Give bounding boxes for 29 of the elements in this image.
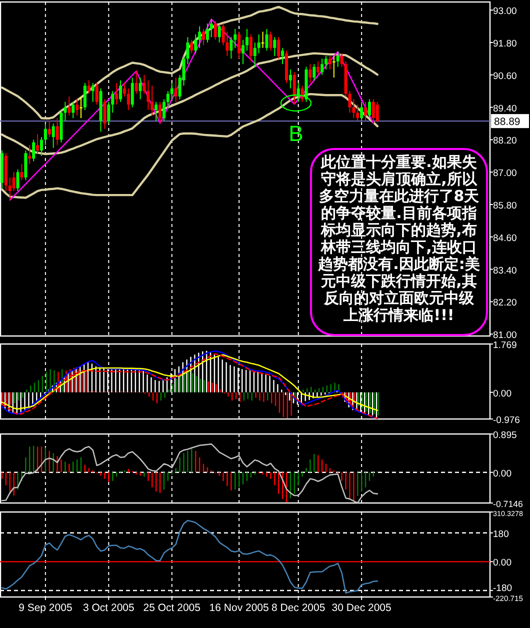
y-tick-label: -180 xyxy=(493,583,512,594)
x-tick-label: 30 Dec 2005 xyxy=(332,602,392,614)
x-tick-label: 8 Dec 2005 xyxy=(271,602,326,614)
y-tick-label: 91.80 xyxy=(493,38,517,50)
y-tick-label: 90.60 xyxy=(493,70,517,82)
y-tick-label: 0.00 xyxy=(493,558,512,569)
y-tick-label: 93.00 xyxy=(493,6,517,18)
y-tick-label: 81.00 xyxy=(493,330,517,342)
text: 此位置十分重要.如果失守将是头肩顶确立,所以多空力量在此进行了8天的争夺较量.目前各项指标均显示向下的趋势,布林带三线均向下,连收口趋势都没有.因此断定:美元中级下跌行情开始,其反向的对立面欧元中级上涨行情来临!!! xyxy=(318,153,480,324)
y-tick-label: 0.00 xyxy=(493,388,512,400)
y-tick-label: 82.20 xyxy=(493,298,517,309)
y-tick-label: 0.895 xyxy=(493,430,517,441)
x-tick-label: 3 Oct 2005 xyxy=(82,602,135,614)
annotation: B xyxy=(288,121,304,146)
y-tick-label: 1.769 xyxy=(493,340,517,351)
y-tick-label: 84.60 xyxy=(493,232,517,244)
y-tick-label: 0.00 xyxy=(493,468,512,480)
ref-line-label: 88.89 xyxy=(494,116,520,128)
y-tick-label: 83.40 xyxy=(493,265,517,276)
y-tick-label: 85.80 xyxy=(493,200,517,212)
x-tick-label: 25 Oct 2005 xyxy=(143,602,201,614)
y-tick-label: 88.20 xyxy=(493,136,517,147)
y-tick-label: 87.00 xyxy=(493,168,517,180)
x-tick-label: 16 Nov 2005 xyxy=(209,602,270,614)
x-tick-label: 9 Sep 2005 xyxy=(18,602,72,614)
y-tick-label: -0.976 xyxy=(493,415,520,426)
y-tick-label: 180 xyxy=(493,528,509,540)
y-tick-label: -0.7146 xyxy=(493,499,524,509)
y-tick-label: 89.40 xyxy=(493,103,517,114)
